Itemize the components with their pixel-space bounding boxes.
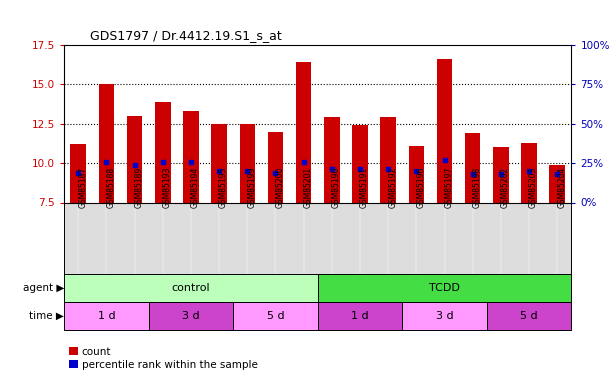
Text: 5 d: 5 d bbox=[520, 311, 538, 321]
Bar bbox=[211, 124, 227, 202]
Bar bbox=[402, 302, 487, 330]
Bar bbox=[155, 102, 170, 202]
Legend: count, percentile rank within the sample: count, percentile rank within the sample bbox=[70, 346, 258, 370]
Text: 1 d: 1 d bbox=[98, 311, 115, 321]
Text: GSM85204: GSM85204 bbox=[557, 167, 566, 208]
Bar bbox=[465, 133, 480, 202]
Text: 3 d: 3 d bbox=[182, 311, 200, 321]
Text: GSM85189: GSM85189 bbox=[134, 167, 144, 208]
Text: GSM85192: GSM85192 bbox=[388, 167, 397, 208]
Text: agent ▶: agent ▶ bbox=[23, 283, 64, 293]
Text: GSM85197: GSM85197 bbox=[445, 167, 453, 208]
Bar bbox=[549, 165, 565, 202]
Bar bbox=[240, 124, 255, 202]
Bar bbox=[487, 302, 571, 330]
Bar bbox=[64, 274, 318, 302]
Text: GSM85196: GSM85196 bbox=[416, 167, 425, 208]
Bar bbox=[381, 117, 396, 202]
Text: control: control bbox=[172, 283, 210, 293]
Bar bbox=[352, 125, 368, 202]
Bar bbox=[98, 84, 114, 203]
Text: GSM85199: GSM85199 bbox=[247, 167, 256, 208]
Bar bbox=[64, 302, 148, 330]
Bar bbox=[521, 142, 537, 202]
Text: 5 d: 5 d bbox=[266, 311, 284, 321]
Text: GSM85188: GSM85188 bbox=[106, 167, 115, 208]
Text: time ▶: time ▶ bbox=[29, 311, 64, 321]
Bar bbox=[318, 274, 571, 302]
Text: GSM85187: GSM85187 bbox=[78, 167, 87, 208]
Text: GSM85198: GSM85198 bbox=[473, 167, 481, 208]
Bar bbox=[318, 302, 402, 330]
Bar bbox=[127, 116, 142, 202]
Text: GSM85194: GSM85194 bbox=[191, 167, 200, 208]
Bar bbox=[183, 111, 199, 202]
Bar bbox=[268, 132, 284, 203]
Text: GSM85203: GSM85203 bbox=[529, 167, 538, 208]
Bar bbox=[409, 146, 424, 202]
Text: GSM85195: GSM85195 bbox=[219, 167, 228, 208]
Bar bbox=[233, 302, 318, 330]
Text: 1 d: 1 d bbox=[351, 311, 369, 321]
Bar bbox=[296, 62, 312, 202]
Text: TCDD: TCDD bbox=[429, 283, 460, 293]
Text: GSM85201: GSM85201 bbox=[304, 167, 313, 208]
Text: 3 d: 3 d bbox=[436, 311, 453, 321]
Bar bbox=[324, 117, 340, 202]
Text: GSM85190: GSM85190 bbox=[332, 167, 341, 208]
Bar bbox=[437, 59, 452, 202]
Text: GSM85202: GSM85202 bbox=[501, 167, 510, 208]
Text: GDS1797 / Dr.4412.19.S1_s_at: GDS1797 / Dr.4412.19.S1_s_at bbox=[90, 30, 281, 42]
Text: GSM85200: GSM85200 bbox=[276, 167, 285, 208]
Bar bbox=[493, 147, 508, 202]
Bar bbox=[148, 302, 233, 330]
Bar bbox=[70, 144, 86, 202]
Text: GSM85193: GSM85193 bbox=[163, 167, 172, 208]
Text: GSM85191: GSM85191 bbox=[360, 167, 369, 208]
